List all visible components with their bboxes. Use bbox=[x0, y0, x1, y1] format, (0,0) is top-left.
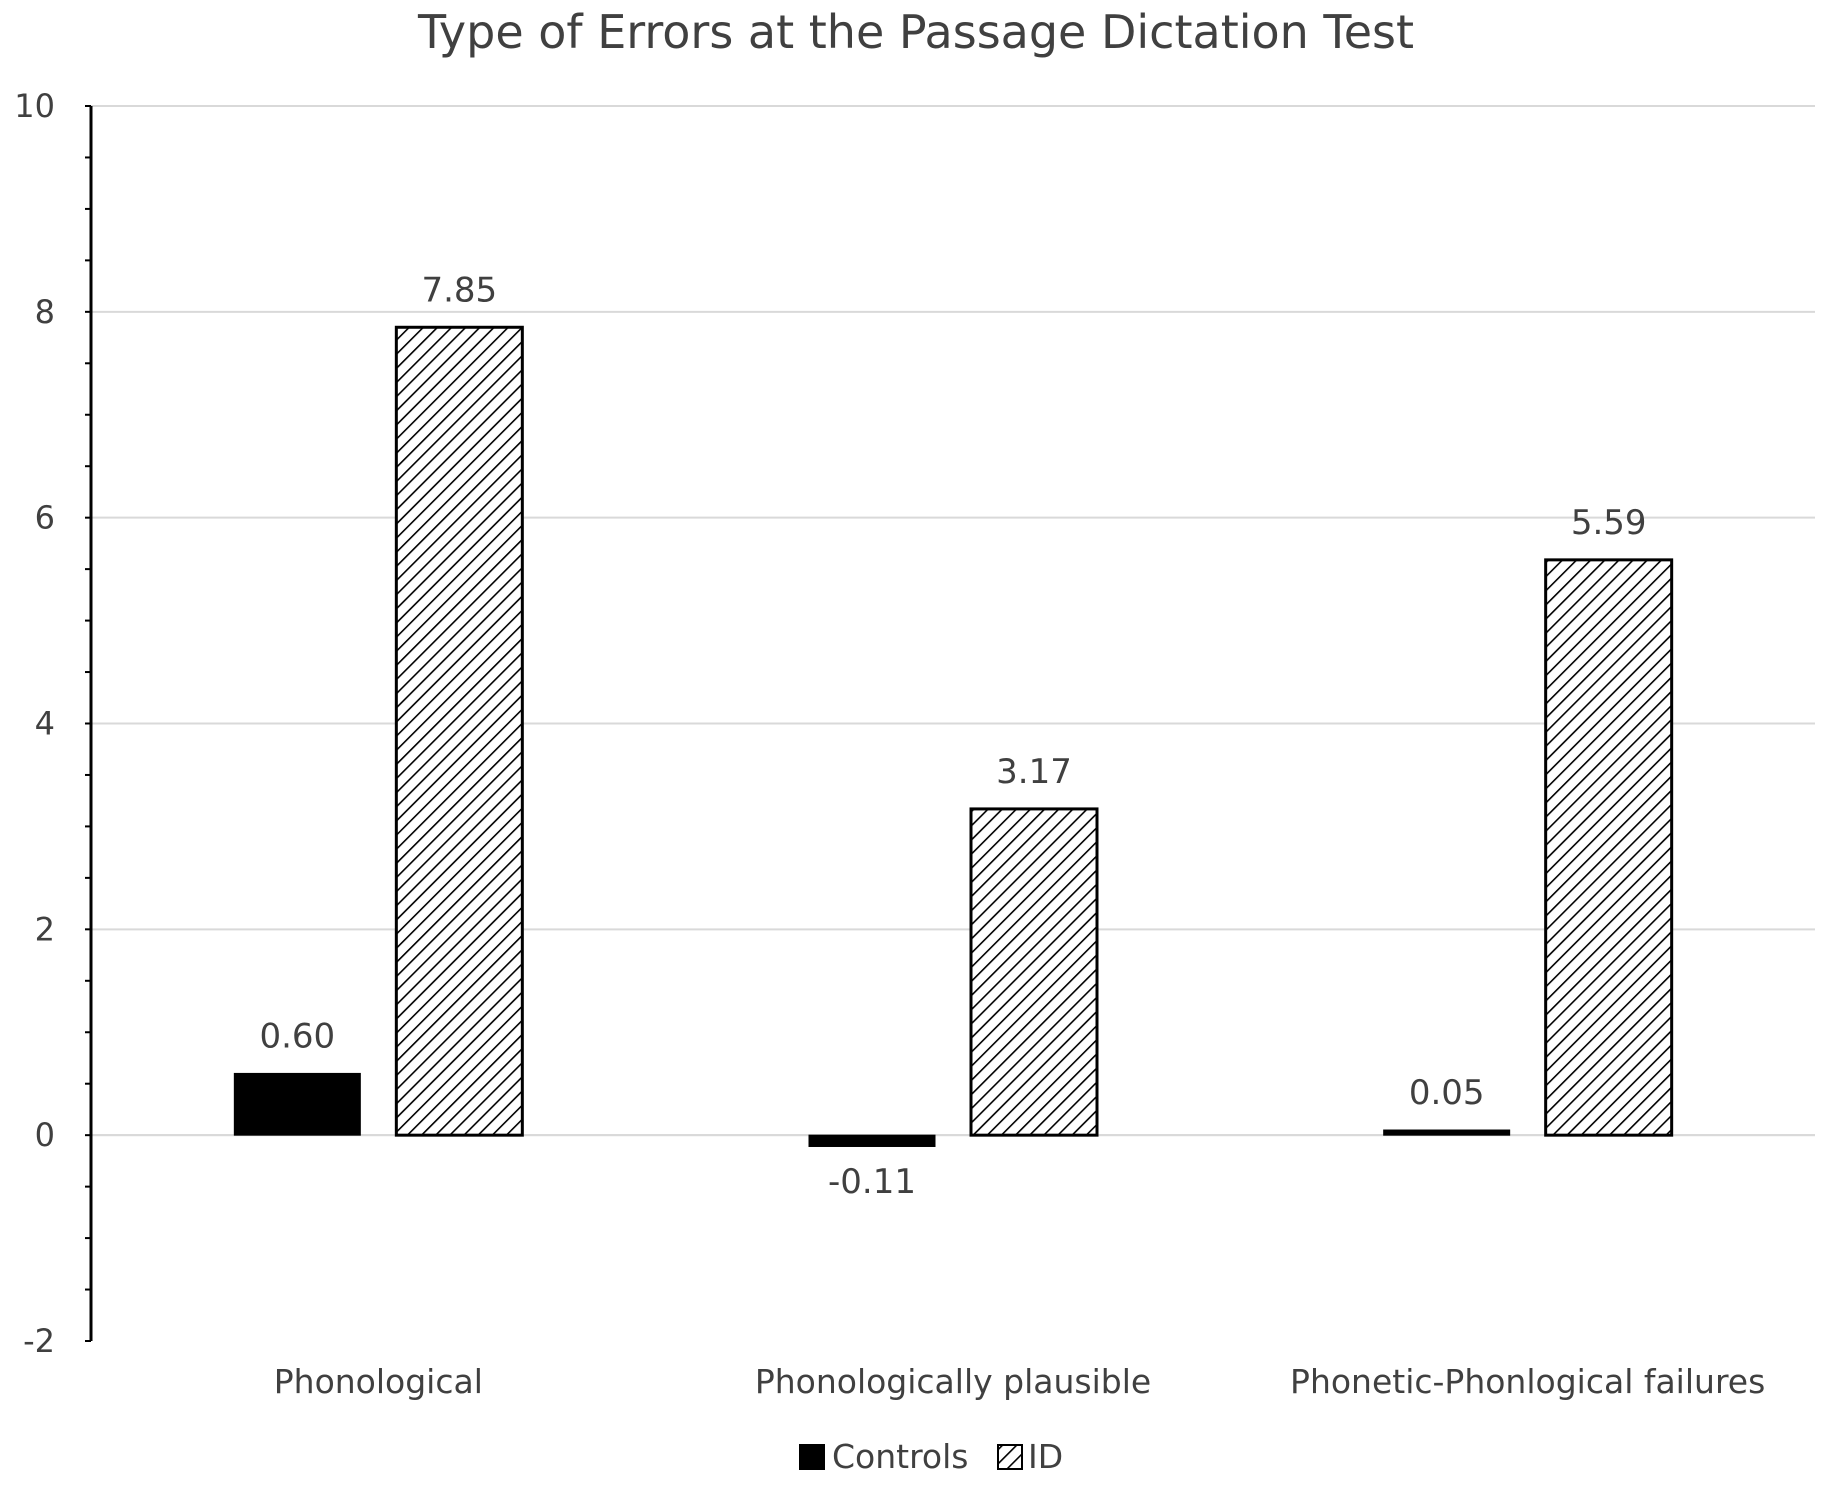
x-category-label: Phonologically plausible bbox=[755, 1362, 1151, 1401]
data-label: 0.05 bbox=[1409, 1073, 1485, 1113]
data-label: -0.11 bbox=[828, 1162, 916, 1202]
y-tick-label: 10 bbox=[14, 87, 55, 125]
data-label: 3.17 bbox=[996, 752, 1072, 792]
data-labels: 0.60 7.85 -0.11 3.17 0.05 5.59 bbox=[259, 270, 1646, 1202]
x-category-label: Phonetic-Phonlogical failures bbox=[1290, 1362, 1765, 1401]
y-tick-label: 4 bbox=[35, 705, 55, 743]
bar-id-3 bbox=[1544, 558, 1674, 1137]
y-tick-label: -2 bbox=[23, 1322, 55, 1360]
legend-swatch-id bbox=[997, 1444, 1023, 1470]
bar-controls-2 bbox=[808, 1134, 936, 1147]
legend-label-id: ID bbox=[1028, 1437, 1063, 1476]
chart-title: Type of Errors at the Passage Dictation … bbox=[417, 5, 1414, 59]
bar-controls-3 bbox=[1383, 1129, 1511, 1136]
legend: Controls ID bbox=[799, 1437, 1063, 1476]
y-tick-label: 8 bbox=[35, 293, 55, 331]
legend-label-controls: Controls bbox=[832, 1437, 968, 1476]
axes: -2 0 2 4 6 8 10 Phonological Phonologically plau… bbox=[14, 87, 1765, 1401]
grid-lines bbox=[91, 105, 1815, 1137]
bar-id-2 bbox=[969, 807, 1099, 1137]
legend-swatch-controls bbox=[799, 1444, 825, 1470]
y-tick-label: 6 bbox=[35, 499, 55, 537]
data-label: 7.85 bbox=[421, 270, 497, 310]
data-label: 5.59 bbox=[1571, 503, 1647, 543]
bars bbox=[233, 325, 1674, 1147]
y-tick-label: 0 bbox=[35, 1116, 55, 1154]
x-category-label: Phonological bbox=[274, 1362, 483, 1401]
bar-id-1 bbox=[394, 325, 524, 1137]
y-tick-label: 2 bbox=[35, 910, 55, 948]
data-label: 0.60 bbox=[259, 1016, 335, 1056]
bar-controls-1 bbox=[233, 1072, 361, 1136]
